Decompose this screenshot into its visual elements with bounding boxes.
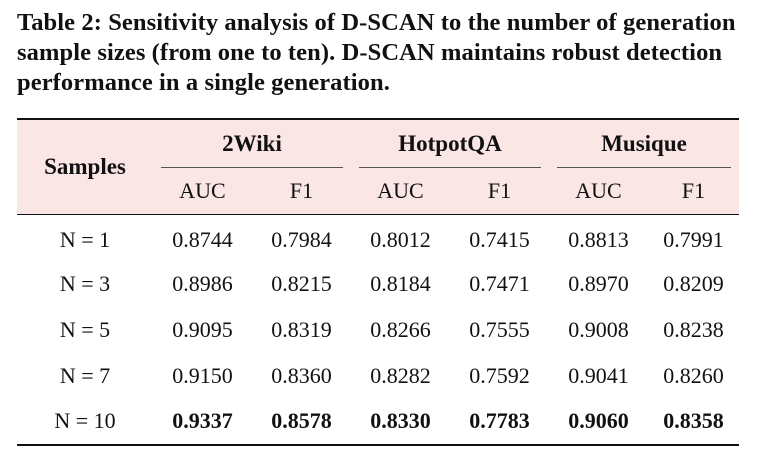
group-header-musique: Musique	[549, 119, 739, 168]
table-cell: 0.8970	[568, 270, 629, 296]
group-label: 2Wiki	[222, 131, 282, 156]
table-row: N = 7 0.9150 0.8360 0.8282 0.7592 0.9041…	[17, 353, 739, 399]
table-cell: 0.9008	[568, 316, 629, 342]
metric-header: AUC	[377, 178, 424, 203]
metric-header: F1	[487, 178, 512, 203]
table-row-best: N = 10 0.9337 0.8578 0.8330 0.7783 0.906…	[17, 399, 740, 445]
metric-header: F1	[681, 178, 706, 203]
table-cell: 0.9041	[568, 362, 629, 388]
samples-column-header: Samples	[44, 154, 126, 179]
group-label: Musique	[601, 131, 687, 156]
row-label: N = 7	[59, 362, 111, 388]
group-underline	[359, 167, 541, 168]
table-cell: 0.7555	[469, 316, 530, 342]
metric-header-row: AUC F1 AUC F1 AUC F1	[17, 168, 740, 215]
table-cell: 0.9060	[568, 408, 629, 433]
row-label: N = 3	[59, 270, 111, 296]
results-table: Samples 2Wiki HotpotQA Musique AUC F1 AU…	[17, 118, 740, 446]
table-cell: 0.8260	[663, 362, 724, 388]
table-cell: 0.8986	[172, 270, 233, 296]
table-cell: 0.7783	[469, 408, 530, 433]
metric-header: F1	[289, 178, 314, 203]
table-cell: 0.8282	[370, 362, 431, 388]
table-cell: 0.8266	[370, 316, 431, 342]
table-cell: 0.8012	[370, 226, 431, 252]
table-cell: 0.7415	[469, 226, 530, 252]
table-cell: 0.9337	[172, 408, 233, 433]
table-cell: 0.7984	[271, 226, 332, 252]
group-underline	[161, 167, 343, 168]
table-cell: 0.9095	[172, 316, 233, 342]
table-body: N = 1 0.8744 0.7984 0.8012 0.7415 0.8813…	[17, 215, 740, 445]
table-cell: 0.8813	[568, 226, 629, 252]
table-row: N = 5 0.9095 0.8319 0.8266 0.7555 0.9008…	[17, 307, 739, 353]
metric-header: AUC	[179, 178, 226, 203]
table-row: N = 1 0.8744 0.7984 0.8012 0.7415 0.8813…	[17, 215, 739, 261]
group-header-hotpotqa: HotpotQA	[351, 119, 549, 168]
row-label: N = 1	[59, 226, 111, 252]
row-label: N = 5	[59, 316, 111, 342]
table-cell: 0.8319	[271, 316, 332, 342]
row-label: N = 10	[54, 408, 116, 433]
group-label: HotpotQA	[398, 131, 502, 156]
group-header-2wiki: 2Wiki	[153, 119, 351, 168]
table-cell: 0.8238	[663, 316, 724, 342]
table-header: Samples 2Wiki HotpotQA Musique AUC F1 AU…	[17, 119, 740, 215]
table-cell: 0.8184	[370, 270, 431, 296]
table-cell: 0.8209	[663, 270, 724, 296]
group-underline	[557, 167, 732, 168]
table-row: N = 3 0.8986 0.8215 0.8184 0.7471 0.8970…	[17, 261, 739, 307]
metric-header: AUC	[575, 178, 622, 203]
table-cell: 0.8360	[271, 362, 332, 388]
table-cell: 0.9150	[172, 362, 233, 388]
table-caption: Table 2: Sensitivity analysis of D-SCAN …	[17, 9, 736, 96]
table-cell: 0.8358	[663, 408, 724, 433]
table-cell: 0.8744	[172, 226, 233, 252]
group-header-row: Samples 2Wiki HotpotQA Musique	[17, 119, 740, 179]
table-cell: 0.8330	[370, 408, 431, 433]
table-cell: 0.7991	[663, 226, 724, 252]
results-table-container: Samples 2Wiki HotpotQA Musique AUC F1 AU…	[17, 118, 740, 446]
table-cell: 0.8215	[271, 270, 332, 296]
table-cell: 0.7592	[469, 362, 530, 388]
table-cell: 0.7471	[469, 270, 530, 296]
table-cell: 0.8578	[271, 408, 332, 433]
